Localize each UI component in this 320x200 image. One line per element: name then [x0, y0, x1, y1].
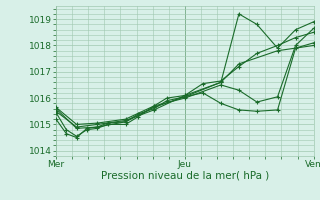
X-axis label: Pression niveau de la mer( hPa ): Pression niveau de la mer( hPa ): [101, 171, 269, 181]
